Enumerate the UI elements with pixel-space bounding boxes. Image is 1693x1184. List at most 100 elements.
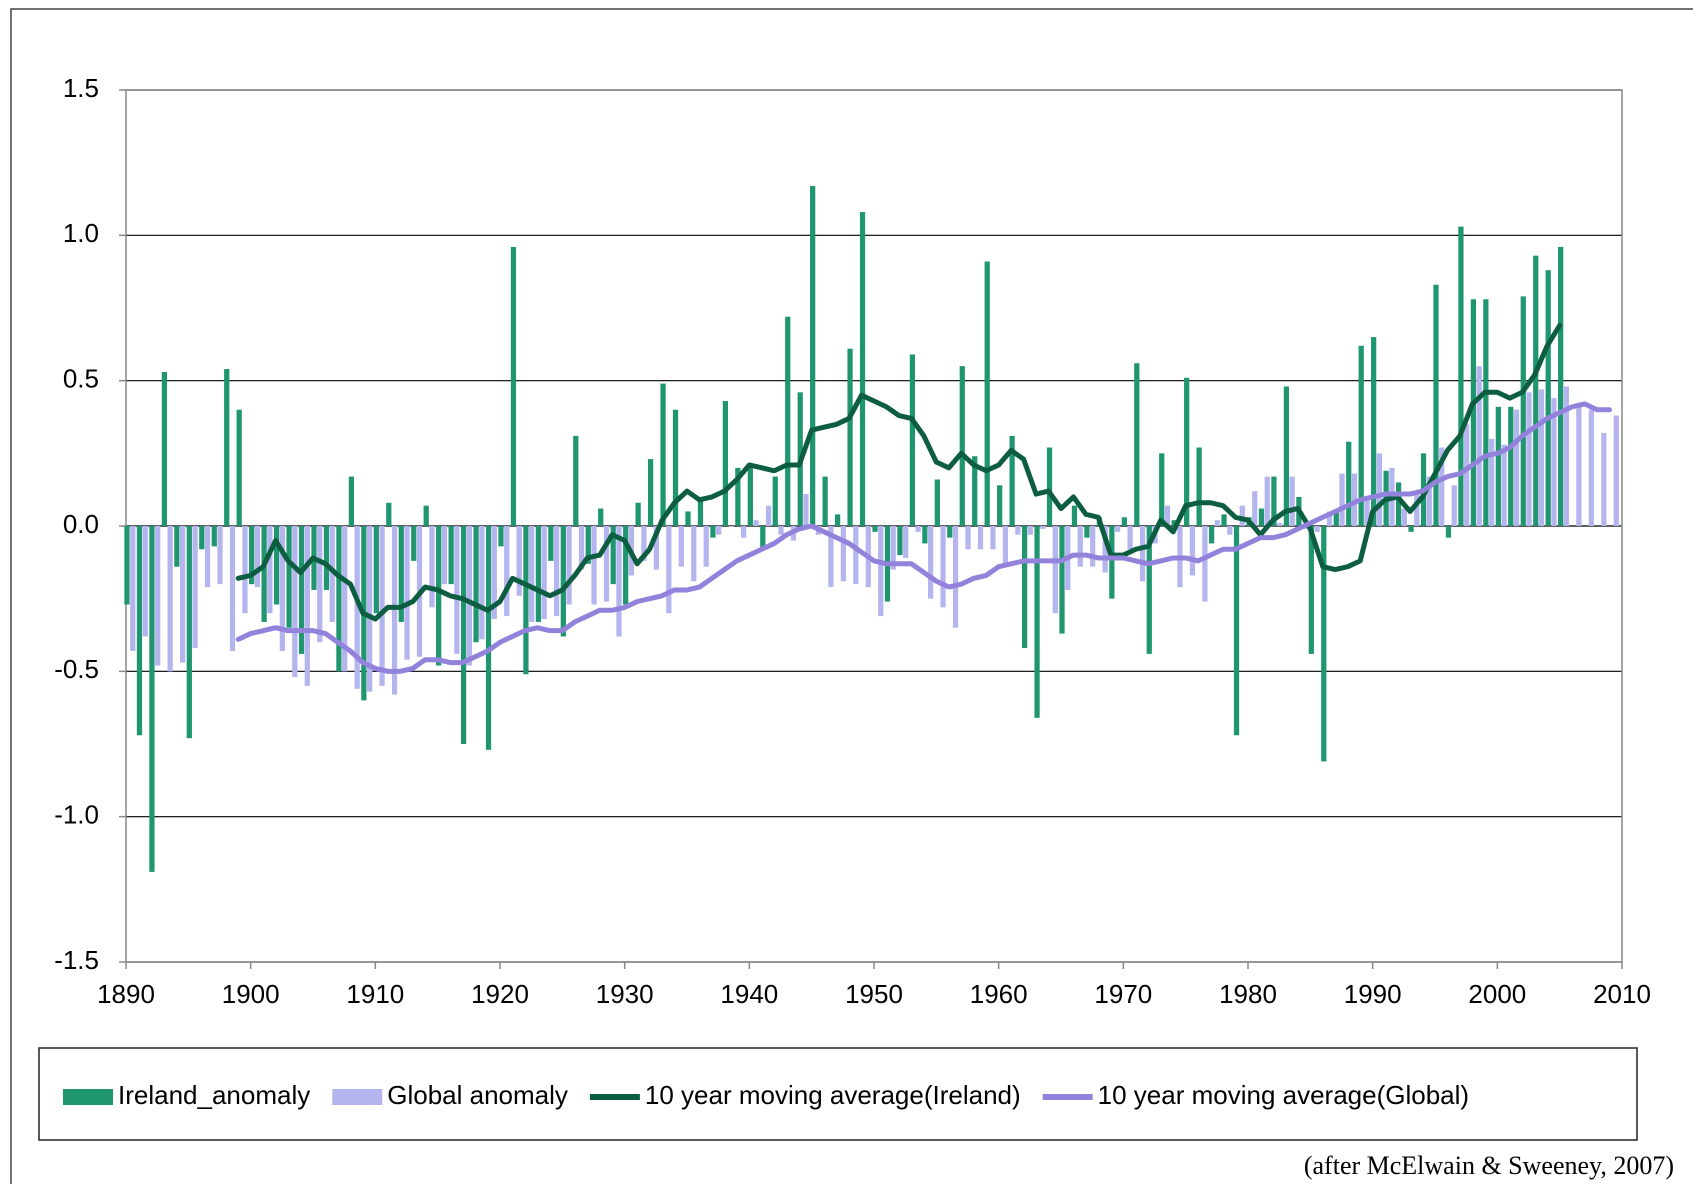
bar	[1214, 520, 1220, 526]
legend-label: Ireland_anomaly	[118, 1080, 310, 1110]
bar	[1277, 523, 1283, 526]
bar	[1433, 284, 1439, 526]
bar	[460, 526, 467, 744]
x-tick-label: 1940	[720, 979, 778, 1009]
bar	[1414, 494, 1420, 526]
bar	[510, 246, 517, 526]
bar	[972, 456, 978, 526]
bar	[391, 526, 398, 695]
bar	[336, 526, 342, 672]
bar	[952, 526, 959, 628]
bar	[573, 435, 579, 526]
bar	[1551, 398, 1557, 526]
bar	[436, 526, 442, 666]
bar	[174, 526, 180, 567]
bar	[703, 526, 709, 567]
x-tick-label: 1910	[346, 979, 404, 1009]
bar	[267, 526, 273, 614]
bar	[1046, 447, 1053, 526]
bar	[1258, 508, 1265, 526]
bar	[1321, 526, 1327, 762]
bar	[348, 476, 355, 526]
x-tick-label: 1900	[222, 979, 280, 1009]
frame	[10, 8, 1693, 1184]
bar	[1613, 415, 1619, 526]
bar	[1159, 453, 1165, 526]
bar	[199, 526, 205, 550]
bar	[1376, 453, 1383, 526]
bar	[1483, 299, 1489, 526]
bar	[1513, 409, 1520, 526]
moving-average-line	[235, 322, 1563, 622]
bar	[585, 526, 591, 564]
bar	[1464, 424, 1470, 526]
bar	[273, 526, 280, 605]
bar	[722, 401, 729, 526]
bar	[292, 526, 298, 678]
x-tick-label: 1890	[97, 979, 155, 1009]
moving-average-line	[235, 401, 1613, 674]
bar	[566, 526, 572, 605]
bar	[997, 485, 1003, 526]
bar	[1264, 476, 1270, 526]
bar	[1489, 438, 1495, 526]
legend-swatch	[332, 1089, 383, 1105]
bar	[485, 526, 492, 750]
x-tick-label: 1970	[1094, 979, 1152, 1009]
bar	[529, 526, 535, 622]
bar	[666, 526, 672, 614]
bar	[249, 526, 255, 585]
bar	[1520, 296, 1526, 526]
bar	[623, 526, 629, 605]
bar	[610, 526, 616, 585]
bar	[1495, 406, 1501, 526]
bar	[1395, 482, 1402, 526]
y-tick-label: 1.0	[63, 218, 99, 248]
bar	[411, 526, 417, 561]
bar	[847, 348, 853, 526]
bar	[1146, 526, 1152, 654]
x-tick-label: 1980	[1219, 979, 1277, 1009]
bar	[778, 526, 784, 535]
bar	[1308, 526, 1314, 654]
bar	[647, 459, 654, 526]
bar	[323, 526, 330, 590]
bar	[710, 526, 716, 538]
bar	[142, 526, 148, 637]
bar	[1071, 505, 1078, 526]
source-note: (after McElwain & Sweeney, 2007)	[1304, 1151, 1674, 1180]
bar	[1333, 511, 1339, 526]
bar	[1458, 226, 1464, 526]
bar	[1015, 526, 1021, 535]
bar	[479, 526, 485, 640]
bar	[741, 526, 747, 538]
bar	[753, 520, 759, 526]
bar	[641, 526, 647, 561]
y-tick-label: -1.5	[54, 945, 99, 975]
bar	[180, 526, 186, 663]
bar	[1601, 432, 1607, 526]
legend-swatch	[63, 1089, 113, 1105]
bar	[211, 526, 217, 547]
bar	[890, 526, 896, 570]
bar	[685, 511, 691, 526]
x-tick-label: 1960	[970, 979, 1028, 1009]
bar	[317, 526, 323, 643]
bar	[1034, 526, 1040, 718]
bar	[697, 496, 704, 526]
bar	[1002, 526, 1009, 567]
bar	[229, 526, 236, 651]
bar	[990, 526, 996, 550]
bar	[204, 526, 211, 588]
bar	[878, 526, 884, 617]
bar	[298, 526, 305, 654]
bar	[959, 366, 965, 526]
bar	[1233, 526, 1240, 736]
bar	[1558, 246, 1564, 526]
bar	[785, 316, 791, 526]
y-tick-label: 0.5	[63, 364, 99, 394]
bar	[1102, 526, 1108, 573]
bar	[598, 508, 604, 526]
bar	[541, 526, 547, 620]
bar	[834, 514, 841, 526]
